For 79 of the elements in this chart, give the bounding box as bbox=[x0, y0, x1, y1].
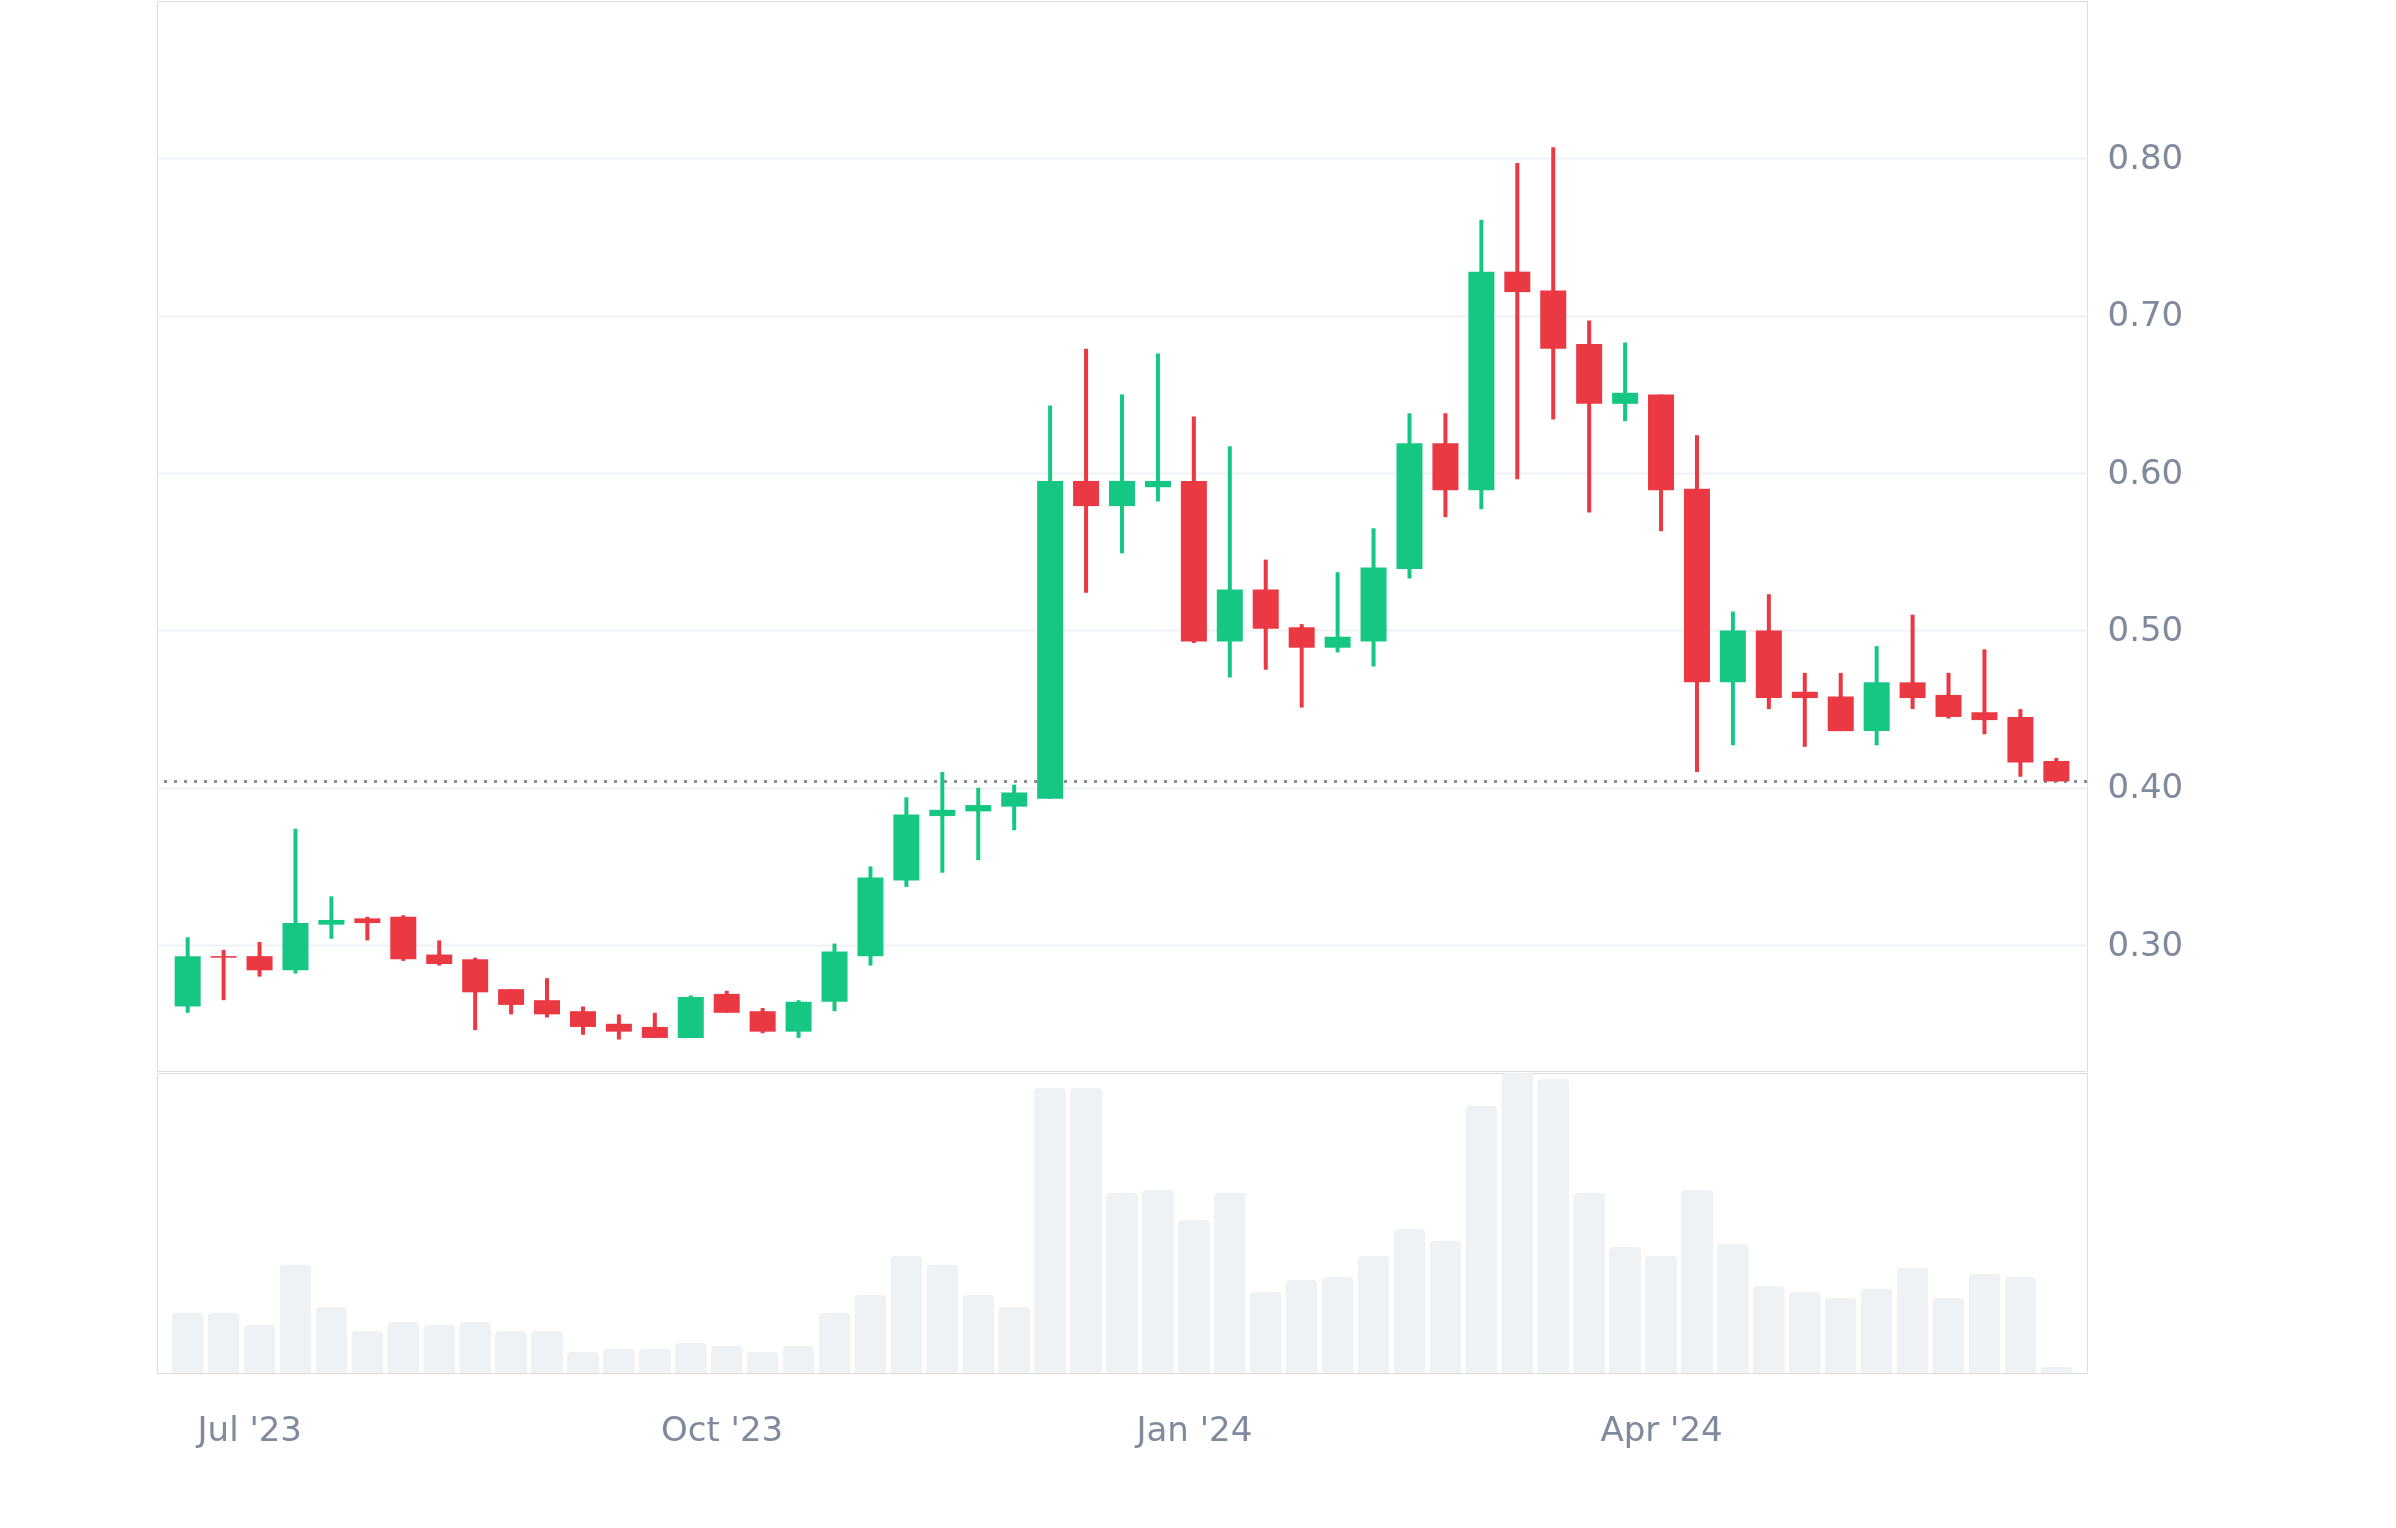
bar bbox=[495, 1331, 528, 1373]
candlestick bbox=[929, 772, 956, 873]
bar bbox=[1177, 1220, 1210, 1373]
x-tick-label: Oct '23 bbox=[660, 1408, 784, 1449]
candlestick bbox=[1971, 649, 1998, 735]
bar bbox=[207, 1313, 240, 1373]
candlestick bbox=[965, 787, 992, 861]
bar bbox=[423, 1325, 456, 1373]
bar bbox=[998, 1307, 1031, 1373]
bar bbox=[279, 1265, 312, 1373]
bar bbox=[1716, 1244, 1749, 1373]
bar bbox=[2004, 1277, 2037, 1373]
y-tick-label: 0.40 bbox=[2107, 766, 2184, 807]
bar bbox=[962, 1295, 995, 1373]
bar bbox=[602, 1349, 635, 1373]
bar bbox=[1788, 1292, 1821, 1373]
bar bbox=[1321, 1277, 1354, 1373]
bar bbox=[1752, 1286, 1785, 1373]
bar bbox=[1285, 1280, 1318, 1373]
bar bbox=[1429, 1241, 1462, 1373]
candlestick bbox=[318, 896, 345, 939]
y-tick-label: 0.30 bbox=[2107, 923, 2184, 964]
bar bbox=[1537, 1079, 1570, 1373]
bar bbox=[638, 1349, 671, 1373]
y-tick-label: 0.60 bbox=[2107, 451, 2184, 492]
bar bbox=[1213, 1193, 1246, 1373]
bar bbox=[1501, 1073, 1534, 1373]
bar bbox=[1249, 1292, 1282, 1373]
bar bbox=[351, 1331, 384, 1373]
bar bbox=[746, 1352, 779, 1373]
y-tick-label: 0.80 bbox=[2107, 136, 2184, 177]
bar bbox=[387, 1322, 420, 1373]
y-tick-label: 0.70 bbox=[2107, 294, 2184, 335]
candlestick bbox=[605, 1014, 632, 1040]
bar bbox=[1968, 1274, 2001, 1373]
bar bbox=[926, 1265, 959, 1373]
bar bbox=[674, 1343, 707, 1373]
candlestick bbox=[1504, 163, 1531, 480]
x-tick-label: Apr '24 bbox=[1600, 1408, 1723, 1449]
bar bbox=[1106, 1193, 1138, 1373]
bar bbox=[1573, 1193, 1606, 1373]
bar bbox=[315, 1307, 348, 1373]
bar bbox=[2040, 1367, 2073, 1373]
bar bbox=[1680, 1190, 1713, 1373]
bar bbox=[566, 1352, 599, 1373]
bar bbox=[243, 1325, 276, 1373]
x-tick-label: Jan '24 bbox=[1134, 1408, 1253, 1449]
candlestick bbox=[1144, 353, 1171, 502]
bar bbox=[1141, 1190, 1174, 1373]
bar bbox=[459, 1322, 492, 1373]
bar bbox=[1609, 1247, 1642, 1373]
candlestick bbox=[1073, 348, 1100, 593]
bar bbox=[710, 1346, 743, 1373]
candlestick bbox=[354, 916, 381, 941]
bar bbox=[1357, 1256, 1390, 1373]
bar bbox=[1070, 1088, 1103, 1373]
bar bbox=[818, 1313, 851, 1373]
candlestick bbox=[1612, 342, 1639, 422]
candlestick bbox=[426, 940, 453, 966]
bar bbox=[854, 1295, 887, 1373]
bar bbox=[1645, 1256, 1678, 1373]
bar bbox=[1896, 1268, 1929, 1373]
bar bbox=[1034, 1088, 1067, 1373]
candlestick bbox=[1324, 572, 1351, 653]
bar bbox=[1860, 1289, 1893, 1373]
bar bbox=[890, 1256, 923, 1373]
candlestick bbox=[210, 949, 237, 1001]
y-tick-label: 0.50 bbox=[2107, 608, 2184, 649]
bar bbox=[1465, 1106, 1498, 1373]
bar bbox=[171, 1313, 204, 1373]
candlestick bbox=[1899, 614, 1926, 710]
bar bbox=[1824, 1298, 1857, 1373]
candlestick bbox=[1791, 672, 1818, 747]
bar bbox=[1393, 1229, 1426, 1373]
bar bbox=[531, 1331, 564, 1373]
candlestick bbox=[1109, 394, 1135, 554]
x-tick-label: Jul '23 bbox=[195, 1408, 302, 1449]
bar bbox=[782, 1346, 815, 1373]
bar bbox=[1932, 1298, 1965, 1373]
